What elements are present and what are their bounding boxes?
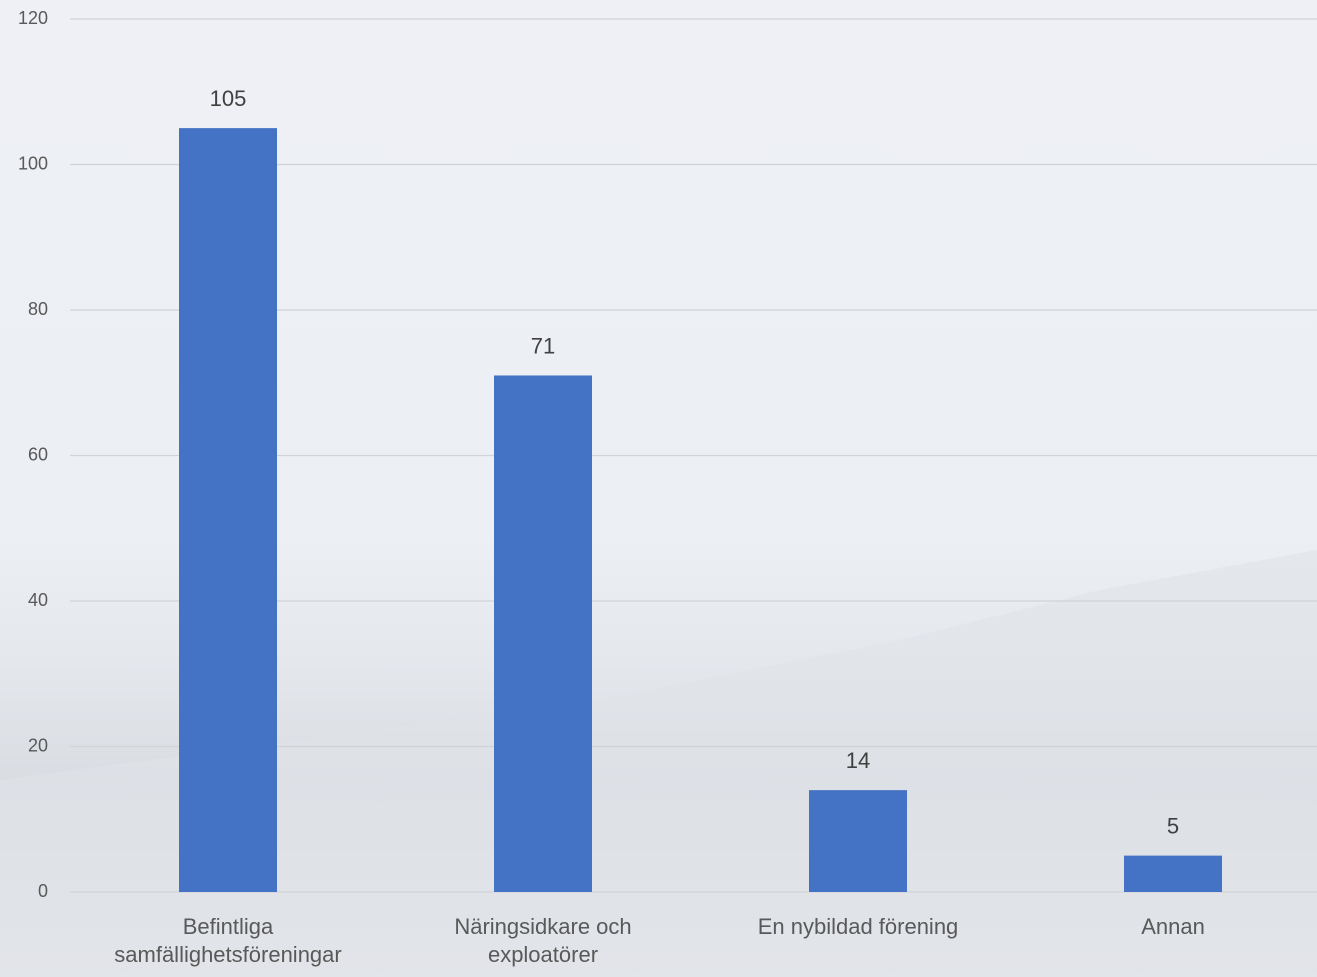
y-tick-label: 0 xyxy=(38,881,48,901)
x-tick-label: Befintliga samfällighetsföreningar xyxy=(114,914,342,967)
value-label: 14 xyxy=(846,748,870,773)
bar xyxy=(1124,855,1222,892)
y-tick-label: 80 xyxy=(28,299,48,319)
x-tick-label: Näringsidkare och exploatörer xyxy=(454,914,632,967)
value-label: 105 xyxy=(210,86,247,111)
value-label: 71 xyxy=(531,333,555,358)
x-tick-label: Annan xyxy=(1141,914,1205,939)
y-tick-label: 60 xyxy=(28,444,48,464)
background-landscape xyxy=(0,550,1317,977)
y-tick-label: 120 xyxy=(18,8,48,28)
y-tick-label: 100 xyxy=(18,153,48,173)
y-tick-label: 40 xyxy=(28,590,48,610)
bar xyxy=(494,375,592,893)
value-label: 5 xyxy=(1167,813,1179,838)
y-tick-label: 20 xyxy=(28,735,48,755)
x-tick-label: En nybildad förening xyxy=(757,914,959,939)
bar xyxy=(179,128,277,892)
bar xyxy=(809,790,907,892)
